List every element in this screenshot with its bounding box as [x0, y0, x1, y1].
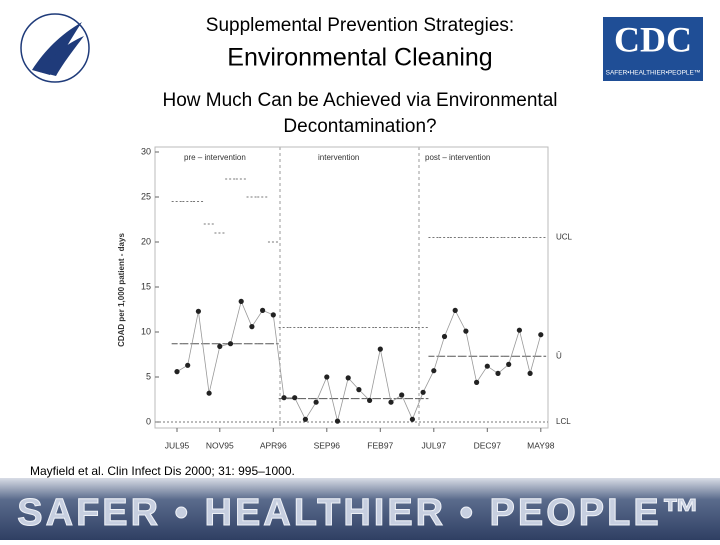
data-point [367, 397, 373, 403]
footer-band [0, 478, 720, 540]
data-point [431, 368, 437, 374]
y-tick-label: 20 [141, 236, 151, 246]
data-point [345, 375, 351, 381]
data-point [409, 416, 415, 422]
y-tick-label: 30 [141, 146, 151, 156]
data-point [195, 308, 201, 314]
data-line [176, 300, 542, 422]
data-point [484, 363, 490, 369]
data-point [334, 418, 341, 424]
data-point [185, 362, 191, 368]
question-box: How Much Can be Achieved via Environment… [162, 90, 558, 137]
data-point [377, 346, 383, 352]
data-point [356, 387, 362, 393]
hhs-logo [20, 13, 90, 83]
data-point [313, 399, 319, 405]
data-point [238, 298, 244, 304]
title: Supplemental Prevention Strategies: [206, 15, 514, 36]
y-tick-label: 10 [141, 326, 151, 336]
data-point [516, 327, 523, 333]
data-point [527, 370, 533, 376]
data-point [227, 341, 234, 347]
data-point [388, 399, 394, 405]
data-point [441, 333, 448, 340]
data-point [506, 361, 512, 367]
data-point [281, 395, 287, 401]
data-point [270, 312, 276, 318]
limit-label: UCL [556, 233, 573, 242]
limit-label: LCL [556, 417, 571, 426]
y-tick-label: 5 [146, 371, 151, 381]
y-tick-label: 0 [146, 416, 151, 426]
x-tick-label: JUL95 [165, 440, 190, 450]
data-point [452, 307, 458, 313]
logo-text: CDC [614, 19, 692, 59]
data-point [302, 416, 308, 422]
x-tick-label: FEB97 [367, 440, 393, 450]
plot-frame [154, 146, 549, 429]
data-point [249, 324, 255, 330]
data-point [174, 369, 180, 375]
data-point [474, 379, 480, 385]
data-point [463, 328, 469, 334]
y-tick-label: 15 [141, 281, 151, 291]
data-point [538, 332, 544, 338]
data-point [292, 395, 298, 401]
data-point [399, 392, 405, 398]
data-point [495, 370, 501, 376]
footer-text: SAFER • HEALTHIER • PEOPLE™ [17, 492, 702, 534]
x-tick-label: SEP96 [314, 440, 341, 450]
subtitle: Environmental Cleaning [227, 44, 492, 72]
cdc-logo: CDC SAFER•HEALTHIER•PEOPLE™ [603, 17, 703, 81]
logo-tagline: SAFER•HEALTHIER•PEOPLE™ [606, 70, 701, 77]
x-tick-label: DEC97 [474, 440, 502, 450]
x-tick-label: NOV95 [206, 440, 234, 450]
citation: Mayfield et al. Clin Infect Dis 2000; 31… [30, 464, 295, 478]
x-tick-label: JUL97 [422, 440, 447, 450]
x-tick-label: MAY98 [527, 440, 555, 450]
data-point [260, 307, 266, 313]
data-point [420, 389, 426, 395]
phase-label: post – intervention [425, 153, 490, 162]
x-tick-label: APR96 [260, 440, 287, 450]
question: How Much Can be Achieved via Environment… [162, 90, 558, 137]
data-point [206, 390, 212, 396]
data-point [217, 343, 223, 349]
data-point [324, 374, 330, 380]
y-axis-label: CDAD per 1,000 patient - days [117, 233, 126, 347]
phase-label: intervention [318, 153, 359, 162]
y-tick-label: 25 [141, 191, 151, 201]
limit-label: Ū [556, 351, 562, 360]
phase-label: pre – intervention [184, 153, 246, 162]
